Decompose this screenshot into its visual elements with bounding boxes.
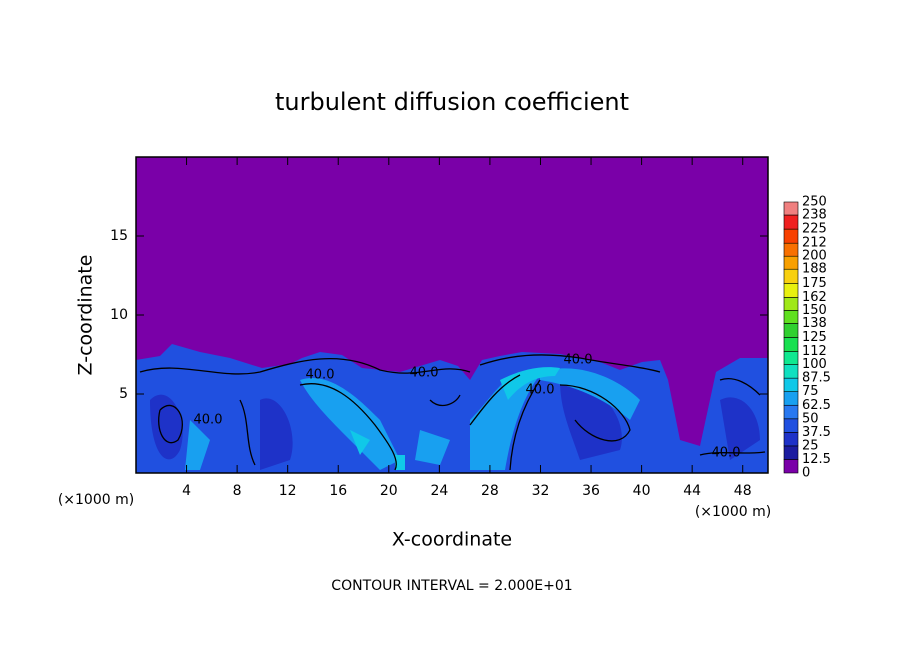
x-unit-label: (×1000 m): [695, 504, 771, 520]
contour-line: [719, 378, 761, 396]
contour-line: [139, 357, 471, 375]
colorbar-band: [783, 310, 799, 324]
colorbar-band: [783, 337, 799, 352]
colorbar-label: 12.5: [802, 452, 831, 467]
contour-line: [158, 404, 183, 444]
colorbar-band: [783, 282, 799, 298]
contour-label: 40.0: [526, 383, 555, 398]
colorbar-label: 250: [802, 195, 827, 210]
contour-line: [299, 383, 397, 471]
colorbar-band: [783, 242, 799, 257]
colorbar-band: [783, 255, 799, 270]
x-tick-label: 32: [532, 483, 550, 499]
contour-line: [699, 451, 766, 456]
colorbar-band: [783, 377, 799, 392]
colorbar-band: [783, 364, 799, 379]
colorbar-band: [783, 297, 799, 311]
colorbar-label: 138: [802, 316, 827, 331]
colorbar-label: 25: [802, 438, 819, 453]
colorbar-label: 175: [802, 276, 827, 291]
colorbar-band: [783, 323, 799, 338]
colorbar-label: 162: [802, 290, 827, 305]
y-tick-label: 10: [110, 307, 128, 323]
colorbar-band: [783, 391, 799, 406]
colorbar-band: [783, 404, 799, 420]
x-tick-label: 20: [380, 483, 398, 499]
colorbar-label: 238: [802, 208, 827, 223]
x-axis-label: X-coordinate: [392, 529, 512, 551]
x-unit-label: (×1000 m): [58, 492, 134, 508]
colorbar-label: 87.5: [802, 371, 831, 386]
field-region: [185, 368, 640, 470]
colorbar-label: 100: [802, 357, 827, 372]
colorbar-label: 62.5: [802, 398, 831, 413]
contour-field: 40.0 40.0 40.0 40.0 40.0 40.0: [136, 157, 768, 473]
colorbar-label: 188: [802, 262, 827, 277]
contour-line: [469, 374, 541, 471]
contour-label: 40.0: [410, 366, 439, 381]
x-tick-label: 16: [329, 483, 347, 499]
y-axis-label: Z-coordinate: [75, 255, 97, 376]
contour-label: 40.0: [306, 368, 335, 383]
contour-line: [479, 354, 661, 373]
colorbar-label: 200: [802, 249, 827, 264]
colorbar-band: [783, 459, 799, 474]
contour-line: [559, 384, 631, 442]
x-tick-label: 8: [233, 483, 242, 499]
colorbar-label: 212: [802, 236, 827, 251]
x-tick-label: 48: [734, 483, 752, 499]
colorbar-label: 37.5: [802, 425, 831, 440]
x-tick-label: 44: [683, 483, 701, 499]
colorbar-label: 0: [802, 466, 810, 481]
colorbar-band: [783, 228, 799, 244]
x-tick-label: 4: [182, 483, 191, 499]
x-tick-label: 12: [279, 483, 297, 499]
colorbar-label: 225: [802, 222, 827, 237]
colorbar-label: 112: [802, 344, 827, 359]
x-tick-label: 24: [430, 483, 448, 499]
x-tick-label: 40: [633, 483, 651, 499]
y-tick-label: 15: [110, 228, 128, 244]
x-tick-label: 36: [582, 483, 600, 499]
colorbar-band: [783, 432, 799, 447]
contour-line: [239, 394, 461, 466]
contour-label: 40.0: [564, 353, 593, 368]
colorbar-band: [783, 268, 799, 284]
colorbar-label: 50: [802, 411, 819, 426]
contour-label: 40.0: [194, 413, 223, 428]
colorbar-band: [783, 445, 799, 460]
colorbar-label: 150: [802, 303, 827, 318]
colorbar-band: [783, 214, 799, 230]
colorbar-band: [783, 418, 799, 433]
x-tick-label: 28: [481, 483, 499, 499]
y-tick-label: 5: [119, 386, 128, 402]
footer-note: CONTOUR INTERVAL = 2.000E+01: [331, 578, 572, 594]
contour-label: 40.0: [712, 446, 741, 461]
colorbar-label: 75: [802, 384, 819, 399]
chart-title: turbulent diffusion coefficient: [275, 88, 629, 116]
colorbar-band: [783, 351, 799, 365]
colorbar-label: 125: [802, 330, 827, 345]
colorbar-band: [783, 201, 799, 216]
field-region: [350, 367, 560, 470]
